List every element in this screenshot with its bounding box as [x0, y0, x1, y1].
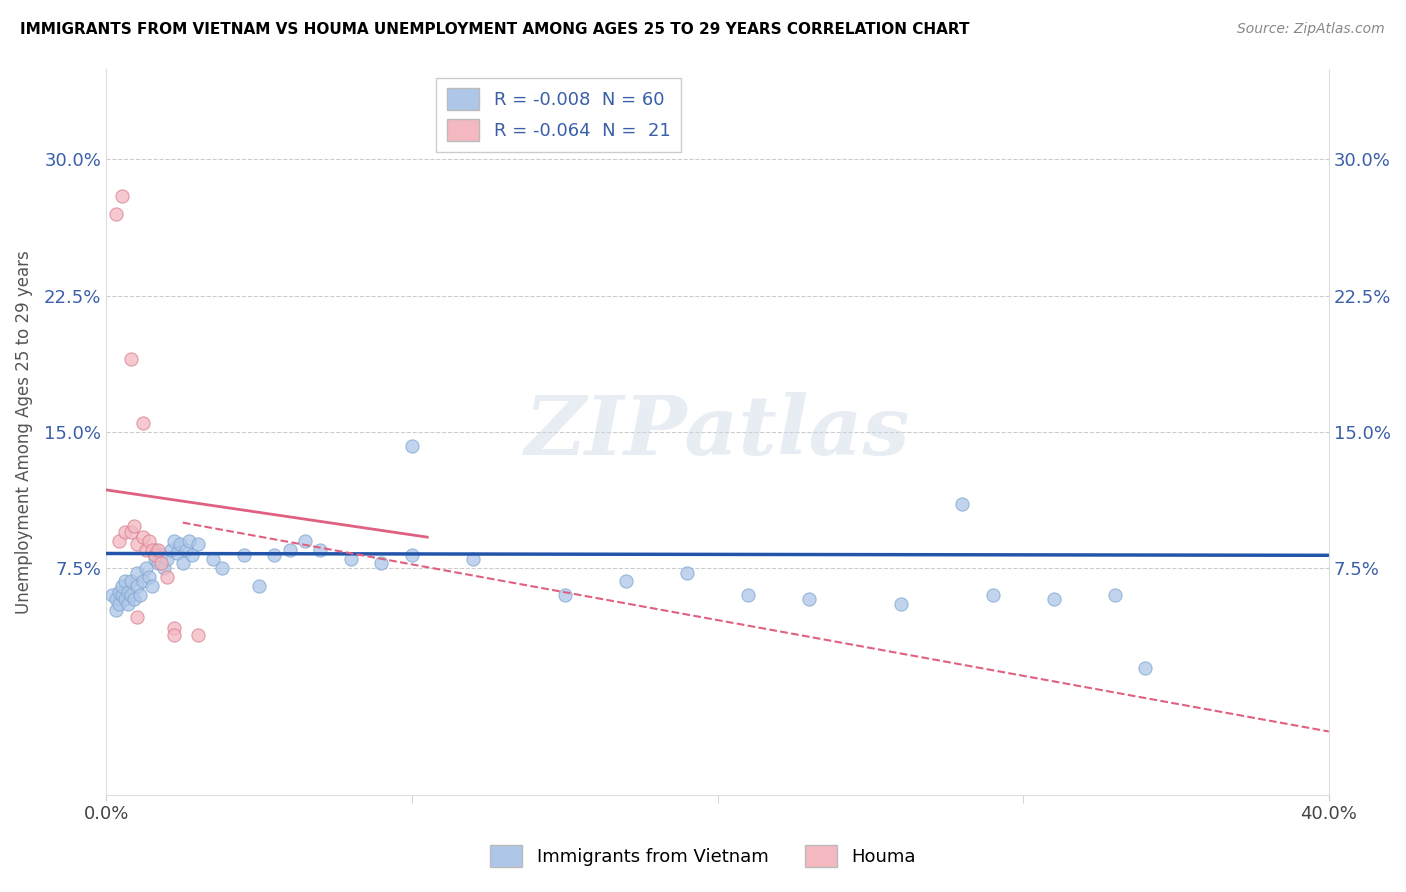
Point [150, 556, 173, 570]
Point [143, 542, 166, 557]
Text: Source: ZipAtlas.com: Source: ZipAtlas.com [1237, 22, 1385, 37]
Point [101, 588, 124, 602]
Legend: R = -0.008  N = 60, R = -0.064  N =  21: R = -0.008 N = 60, R = -0.064 N = 21 [436, 78, 682, 153]
Point [162, 621, 184, 635]
Point [104, 591, 127, 606]
Point [125, 579, 148, 593]
Point [232, 549, 254, 563]
Point [107, 533, 129, 548]
Point [278, 542, 301, 557]
Point [132, 416, 155, 430]
Point [737, 588, 759, 602]
Point [153, 561, 176, 575]
Point [138, 570, 160, 584]
Legend: Immigrants from Vietnam, Houma: Immigrants from Vietnam, Houma [482, 838, 924, 874]
Point [1042, 591, 1064, 606]
Point [156, 570, 179, 584]
Point [104, 603, 127, 617]
Point [135, 542, 157, 557]
Point [138, 533, 160, 548]
Point [148, 542, 170, 557]
Point [107, 598, 129, 612]
Point [132, 530, 155, 544]
Point [114, 591, 136, 606]
Point [117, 598, 139, 612]
Point [122, 591, 145, 606]
Point [172, 556, 194, 570]
Point [159, 542, 181, 557]
Point [111, 188, 134, 202]
Point [169, 537, 191, 551]
Point [141, 542, 163, 557]
Point [370, 556, 392, 570]
Point [1104, 588, 1126, 602]
Point [676, 566, 699, 581]
Point [107, 584, 129, 599]
Point [202, 552, 225, 566]
Point [120, 588, 142, 602]
Text: IMMIGRANTS FROM VIETNAM VS HOUMA UNEMPLOYMENT AMONG AGES 25 TO 29 YEARS CORRELAT: IMMIGRANTS FROM VIETNAM VS HOUMA UNEMPLO… [20, 22, 969, 37]
Y-axis label: Unemployment Among Ages 25 to 29 years: Unemployment Among Ages 25 to 29 years [15, 250, 32, 614]
Text: ZIPatlas: ZIPatlas [524, 392, 910, 472]
Point [143, 549, 166, 563]
Point [211, 561, 233, 575]
Point [156, 552, 179, 566]
Point [117, 584, 139, 599]
Point [340, 552, 363, 566]
Point [247, 579, 270, 593]
Point [104, 207, 127, 221]
Point [125, 610, 148, 624]
Point [177, 533, 200, 548]
Point [401, 439, 423, 453]
Point [111, 588, 134, 602]
Point [162, 533, 184, 548]
Point [554, 588, 576, 602]
Point [1135, 661, 1157, 675]
Point [309, 542, 332, 557]
Point [180, 549, 202, 563]
Point [174, 542, 197, 557]
Point [187, 537, 209, 551]
Point [187, 628, 209, 642]
Point [294, 533, 316, 548]
Point [122, 519, 145, 533]
Point [981, 588, 1004, 602]
Point [125, 537, 148, 551]
Point [114, 524, 136, 539]
Point [162, 628, 184, 642]
Point [614, 574, 637, 588]
Point [129, 588, 152, 602]
Point [114, 574, 136, 588]
Point [135, 561, 157, 575]
Point [111, 579, 134, 593]
Point [132, 574, 155, 588]
Point [148, 556, 170, 570]
Point [120, 352, 142, 367]
Point [150, 549, 173, 563]
Point [143, 552, 166, 566]
Point [890, 598, 912, 612]
Point [166, 547, 188, 561]
Point [461, 552, 484, 566]
Point [120, 524, 142, 539]
Point [125, 566, 148, 581]
Point [401, 549, 423, 563]
Point [950, 498, 973, 512]
Point [120, 574, 142, 588]
Point [141, 579, 163, 593]
Point [263, 549, 285, 563]
Point [799, 591, 821, 606]
